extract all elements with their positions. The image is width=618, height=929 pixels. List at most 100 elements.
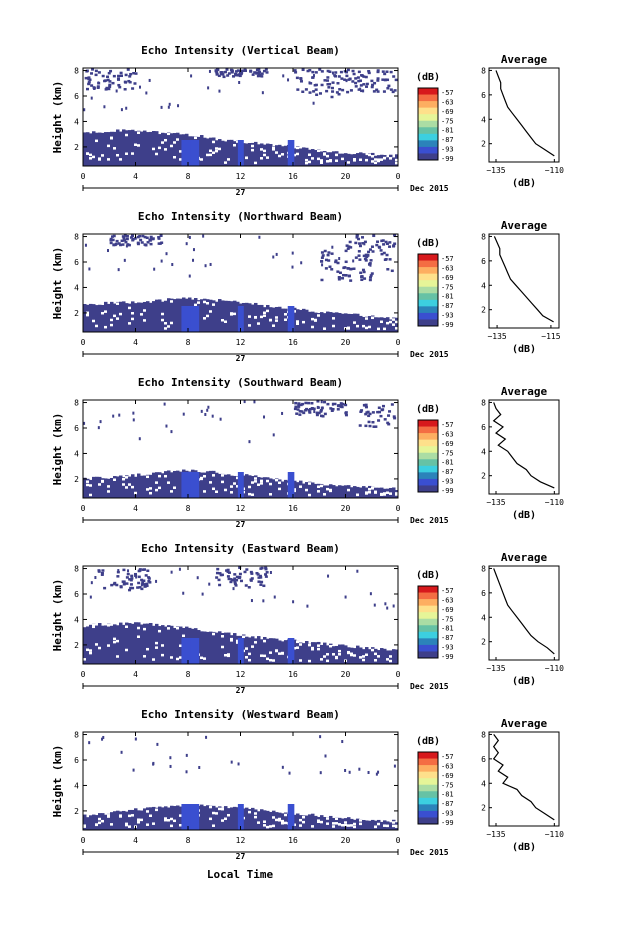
colorbar-swatch (418, 651, 438, 659)
heatmap-clutter (335, 91, 339, 94)
heatmap-clutter (315, 411, 319, 415)
heatmap-column (302, 308, 306, 332)
heatmap-column (146, 474, 150, 498)
colorbar-tick-label: -87 (441, 302, 454, 310)
heatmap-column (125, 811, 129, 830)
heatmap-column (116, 476, 120, 498)
heatmap-speckle (107, 249, 110, 253)
heatmap-column (302, 147, 306, 166)
heatmap-gap (335, 655, 339, 659)
heatmap-column (131, 129, 135, 166)
heatmap-column (260, 477, 264, 498)
heatmap-gap (326, 487, 330, 491)
heatmap-clutter (367, 250, 371, 254)
heatmap-column (269, 143, 273, 166)
heatmap-clutter (295, 412, 299, 415)
heatmap-gap (374, 659, 378, 662)
heatmap-clutter (382, 243, 386, 246)
heatmap-gap (155, 646, 159, 649)
heatmap-gap (260, 315, 264, 319)
heatmap-gap (365, 158, 369, 162)
heatmap-gap (293, 488, 297, 491)
heatmap-clutter (364, 75, 368, 79)
heatmap-clutter (368, 278, 372, 282)
heatmap-clutter (323, 249, 327, 253)
colorbar-swatch (418, 146, 438, 154)
heatmap-column (350, 154, 354, 166)
heatmap-column (296, 146, 300, 166)
heatmap-column (86, 478, 90, 498)
colorbar-tick-label: -69 (441, 108, 454, 116)
heatmap-gap (323, 493, 327, 496)
heatmap-gap (215, 490, 219, 494)
heatmap-clutter (294, 71, 298, 74)
colorbar-tick-label: -63 (441, 430, 454, 438)
heatmap-cells (83, 735, 399, 830)
heatmap-clutter (304, 409, 308, 412)
heatmap-column (329, 312, 333, 332)
heatmap-clutter (380, 252, 384, 256)
heatmap-gap (389, 659, 393, 663)
colorbar-swatch (418, 817, 438, 825)
heatmap-column (299, 815, 303, 830)
heatmap-gap (212, 811, 216, 815)
heatmap-clutter (237, 576, 241, 580)
heatmap-gap (266, 479, 270, 483)
heatmap-gap (272, 146, 276, 150)
heatmap-clutter (230, 69, 234, 72)
heatmap-column (260, 143, 264, 166)
panel-3: Echo Intensity (Southward Beam)2468Heigh… (51, 376, 564, 529)
heatmap-speckle (291, 265, 294, 269)
heatmap-clutter (309, 82, 313, 85)
heatmap-speckle (204, 412, 207, 416)
heatmap-clutter (133, 82, 137, 85)
heatmap-gap (107, 485, 111, 488)
heatmap-clutter (265, 71, 269, 74)
heatmap-column (251, 142, 255, 166)
heatmap-column (257, 304, 261, 332)
heatmap-clutter (149, 242, 153, 246)
heatmap-clutter (124, 240, 128, 244)
heatmap-column (137, 622, 141, 664)
heatmap-clutter (138, 586, 142, 589)
heatmap-column (236, 807, 240, 830)
heatmap-gap (209, 153, 213, 157)
heatmap-column (158, 806, 162, 830)
heatmap-clutter (129, 586, 133, 590)
profile-y-tick-label: 8 (481, 398, 486, 407)
heatmap-clutter (112, 234, 116, 238)
heatmap-gap (200, 158, 204, 161)
heatmap-column (212, 631, 216, 664)
heatmap-clutter (354, 77, 358, 80)
heatmap-column (323, 642, 327, 664)
x-tick-label: 16 (288, 338, 298, 347)
heatmap-column (245, 807, 249, 830)
heatmap-gap (119, 312, 123, 316)
heatmap-clutter (344, 260, 348, 264)
colorbar-swatch (418, 280, 438, 288)
heatmap-clutter (347, 274, 351, 278)
heatmap-column (107, 478, 111, 498)
colorbar-swatch (418, 267, 438, 275)
heatmap-clutter (308, 68, 312, 72)
heatmap-clutter (130, 234, 134, 238)
heatmap-gap (374, 825, 378, 829)
heatmap-column (356, 645, 360, 664)
heatmap-column (257, 811, 261, 830)
heatmap-clutter (328, 265, 332, 269)
heatmap-gap (227, 653, 231, 656)
heatmap-clutter (370, 245, 374, 248)
heatmap-gap (167, 132, 171, 136)
heatmap-clutter (349, 246, 353, 249)
heatmap-gap (284, 313, 288, 316)
heatmap-clutter (304, 401, 308, 405)
heatmap-clutter (128, 75, 132, 78)
date-label: Dec 2015 (410, 682, 449, 691)
profile-frame (488, 67, 560, 163)
heatmap-clutter (101, 74, 105, 78)
heatmap-gap (155, 481, 159, 484)
heatmap-clutter (383, 78, 387, 82)
heatmap-gap (236, 485, 240, 488)
heatmap-column (326, 152, 330, 166)
profile-title: Average (501, 717, 548, 730)
